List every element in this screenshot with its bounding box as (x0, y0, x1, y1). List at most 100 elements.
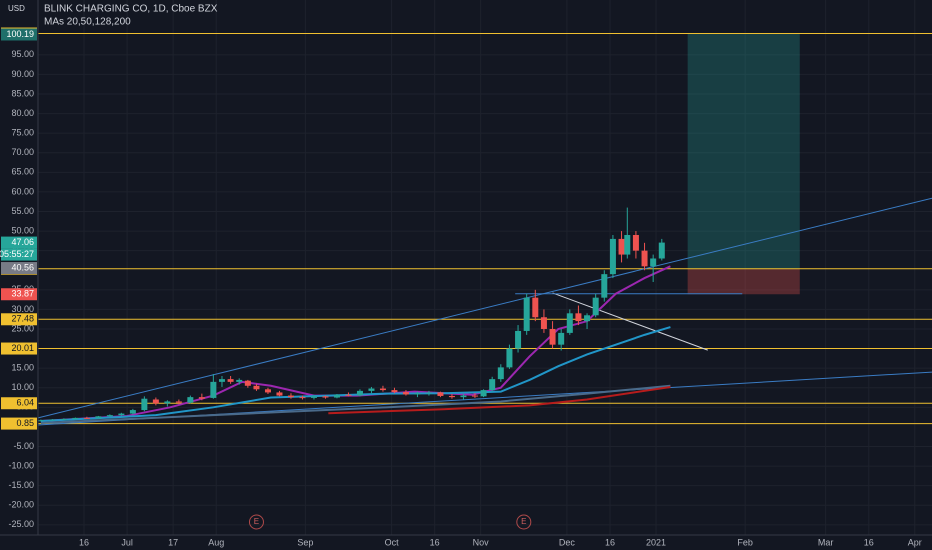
candle-body (402, 392, 409, 395)
candle-body (129, 410, 136, 414)
countdown-box (1, 248, 37, 261)
price-marker-box (1, 262, 37, 275)
candle-body (558, 332, 565, 345)
candle-body (310, 396, 317, 398)
trendline (552, 292, 708, 351)
earnings-label: E (521, 517, 526, 526)
candle-body (106, 415, 113, 417)
y-tick-label: 85.00 (11, 88, 34, 98)
x-tick-label: Feb (737, 537, 753, 547)
trendline (37, 197, 932, 419)
candle-body (460, 395, 467, 398)
x-tick-label: Sep (297, 537, 313, 547)
candle-body (356, 390, 363, 396)
candle-body (210, 381, 217, 398)
stop-zone (687, 268, 800, 295)
level-box (1, 417, 37, 430)
candle-body (618, 238, 625, 255)
candle-body (549, 328, 556, 345)
candle-body (118, 413, 125, 416)
candle-body (624, 234, 631, 255)
x-tick-label: 2021 (646, 537, 666, 547)
candle-body (489, 379, 496, 391)
candle-body (641, 250, 648, 267)
candle-body (540, 317, 547, 329)
candle-body (175, 401, 182, 403)
candle-body (187, 397, 194, 403)
y-tick-label: -15.00 (8, 480, 34, 490)
candle-body (141, 398, 148, 411)
candle-body (584, 315, 591, 322)
candle-body (95, 416, 102, 419)
x-tick-label: 16 (79, 537, 89, 547)
candle-body (37, 420, 44, 422)
candle-body (276, 392, 283, 396)
candle-body (480, 390, 487, 397)
candle-body (299, 397, 306, 399)
price-marker-label: 33.87 (11, 289, 34, 299)
candle-body (471, 395, 478, 397)
earnings-marker (516, 514, 532, 530)
candle-body (72, 417, 79, 420)
y-tick-label: 25.00 (11, 323, 34, 333)
candle-body (515, 330, 522, 349)
axis-labels: -25.00-20.00-15.00-10.00-5.005.0010.0015… (0, 27, 922, 547)
candle-body (609, 238, 616, 275)
candle-body (506, 348, 513, 368)
y-tick-label: 55.00 (11, 206, 34, 216)
candle-body (425, 392, 432, 394)
y-tick-label: 50.00 (11, 225, 34, 235)
y-tick-label: 60.00 (11, 186, 34, 196)
y-tick-label: 75.00 (11, 128, 34, 138)
candle-body (264, 389, 271, 393)
earnings-marker (248, 514, 264, 530)
x-tick-label: Dec (559, 537, 576, 547)
y-tick-label: 10.00 (11, 382, 34, 392)
x-tick-label: Oct (385, 537, 400, 547)
candle-body (198, 397, 205, 399)
level-label: 6.04 (16, 398, 34, 408)
candle-body (391, 390, 398, 393)
price-marker-box (1, 288, 37, 301)
candle-body (379, 388, 386, 391)
candle-body (532, 297, 539, 318)
candle-body (218, 379, 225, 382)
candle-body (236, 379, 243, 382)
candle-body (523, 297, 530, 331)
level-label: 20.01 (11, 343, 34, 353)
candle-body (566, 313, 573, 333)
level-box (1, 397, 37, 410)
earnings-label: E (254, 517, 259, 526)
x-tick-label: 16 (605, 537, 615, 547)
candle-body (333, 394, 340, 398)
level-label: 0.85 (16, 418, 34, 428)
candle-body (227, 379, 234, 382)
level-label: 27.48 (11, 314, 34, 324)
candle-body (49, 419, 56, 421)
price-marker-box (1, 28, 37, 41)
candle-body (322, 396, 329, 398)
candle-body (497, 367, 504, 380)
y-tick-label: 65.00 (11, 167, 34, 177)
y-tick-label: -5.00 (13, 441, 34, 451)
y-tick-label: -25.00 (8, 519, 34, 529)
y-tick-label: 30.00 (11, 304, 34, 314)
candle-body (414, 393, 421, 395)
candle-body (437, 392, 444, 396)
candle-body (368, 388, 375, 391)
candle-body (164, 401, 171, 404)
y-tick-label: -10.00 (8, 460, 34, 470)
candle-body (83, 417, 90, 419)
candle-body (592, 297, 599, 316)
moving-average (328, 385, 671, 415)
price-marker-label: 47.06 (11, 237, 34, 247)
candle-body (650, 258, 657, 267)
currency: USD (8, 4, 25, 13)
target-zone (687, 33, 800, 269)
candle-body (152, 399, 159, 404)
candle-body (253, 385, 260, 390)
level-box (1, 313, 37, 326)
x-tick-label: 17 (168, 537, 178, 547)
